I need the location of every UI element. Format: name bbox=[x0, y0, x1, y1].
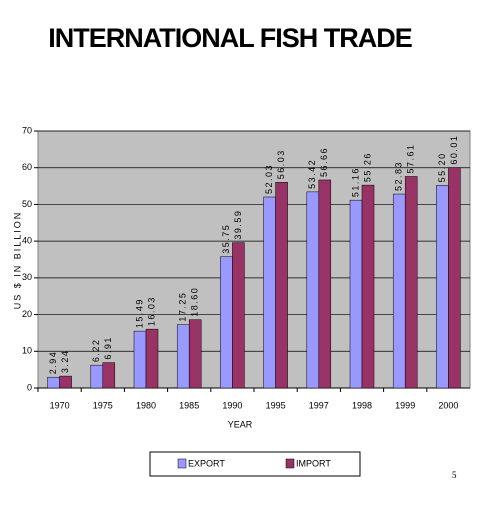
x-tick-label: 1990 bbox=[222, 400, 242, 410]
y-axis-label: US $ IN BILLION bbox=[12, 211, 22, 310]
data-label: 6.22 bbox=[91, 339, 101, 363]
x-tick-label: 1980 bbox=[136, 400, 156, 410]
data-label: 56.66 bbox=[319, 147, 329, 177]
x-tick-label: 1997 bbox=[309, 400, 329, 410]
y-tick-label: 20 bbox=[22, 309, 32, 319]
legend-label: IMPORT bbox=[296, 458, 331, 468]
y-tick-label: 0 bbox=[27, 382, 32, 392]
bar bbox=[392, 193, 406, 389]
bar bbox=[47, 376, 60, 389]
data-label: 52.83 bbox=[394, 161, 404, 191]
bar bbox=[361, 184, 375, 389]
data-label: 6.91 bbox=[103, 336, 113, 360]
y-tick-label: 40 bbox=[22, 236, 32, 246]
data-label: 55.20 bbox=[437, 152, 447, 182]
x-tick-label: 1970 bbox=[50, 400, 70, 410]
bar bbox=[145, 328, 159, 389]
bar bbox=[306, 191, 320, 389]
chart-title: INTERNATIONAL FISH TRADE bbox=[48, 23, 412, 53]
bar bbox=[318, 179, 332, 389]
x-tick-label: 1985 bbox=[179, 400, 199, 410]
data-label: 57.61 bbox=[406, 143, 416, 173]
bar bbox=[102, 362, 116, 389]
data-label: 16.03 bbox=[146, 296, 156, 326]
x-axis-label: YEAR bbox=[228, 419, 253, 429]
data-label: 51.16 bbox=[350, 167, 360, 197]
bar bbox=[59, 375, 72, 389]
data-label: 15.49 bbox=[134, 298, 144, 328]
bar bbox=[176, 324, 190, 389]
data-label: 60.01 bbox=[449, 135, 459, 165]
x-tick-label: 1975 bbox=[93, 400, 113, 410]
bar bbox=[448, 167, 461, 389]
data-label: 18.60 bbox=[190, 287, 200, 317]
y-tick-label: 50 bbox=[22, 199, 32, 209]
y-tick-label: 60 bbox=[22, 162, 32, 172]
bar bbox=[263, 196, 276, 389]
bar bbox=[404, 176, 418, 389]
bar bbox=[275, 182, 288, 389]
data-label: 35.75 bbox=[221, 224, 231, 254]
bar bbox=[188, 319, 202, 389]
data-label: 53.42 bbox=[307, 159, 317, 189]
data-label: 3.24 bbox=[60, 350, 70, 374]
x-tick-label: 1995 bbox=[266, 400, 286, 410]
x-tick-label: 1998 bbox=[352, 400, 372, 410]
bar bbox=[90, 364, 104, 389]
legend-swatch bbox=[177, 458, 187, 469]
bar bbox=[349, 199, 363, 389]
bar bbox=[133, 330, 147, 389]
bar bbox=[436, 185, 449, 389]
y-tick-label: 30 bbox=[22, 272, 32, 282]
x-tick-label: 2000 bbox=[438, 400, 458, 410]
y-tick-label: 70 bbox=[22, 125, 32, 135]
legend-label: EXPORT bbox=[188, 458, 225, 468]
x-tick-label: 1999 bbox=[395, 400, 415, 410]
legend-swatch bbox=[285, 458, 295, 469]
data-label: 56.03 bbox=[276, 149, 286, 179]
page-number: 5 bbox=[452, 470, 457, 480]
data-label: 17.25 bbox=[178, 292, 188, 322]
data-label: 2.94 bbox=[48, 351, 58, 375]
bar bbox=[220, 256, 233, 389]
bar bbox=[232, 242, 245, 389]
y-tick-label: 10 bbox=[22, 346, 32, 356]
data-label: 52.03 bbox=[264, 164, 274, 194]
data-label: 39.59 bbox=[233, 210, 243, 240]
data-label: 55.26 bbox=[362, 152, 372, 182]
